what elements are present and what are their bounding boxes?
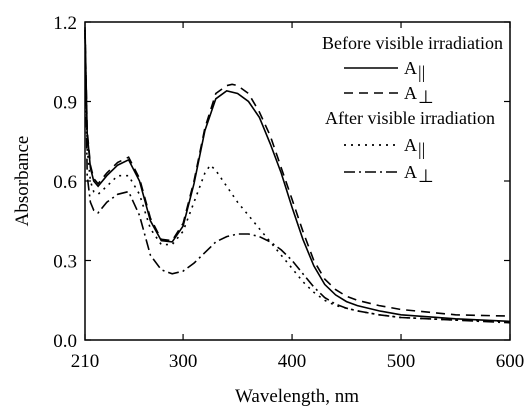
y-tick-label: 0.0 bbox=[53, 331, 77, 352]
legend-label-before-par: A|| bbox=[404, 58, 425, 82]
y-tick-label: 1.2 bbox=[53, 13, 77, 34]
plot-frame bbox=[84, 21, 511, 341]
x-tick-label: 500 bbox=[387, 351, 416, 372]
axis-tick-labels: 210 300 400 500 600 0.0 0.3 0.6 0.9 1.2 bbox=[53, 13, 524, 372]
legend-group-title-before: Before visible irradiation bbox=[322, 33, 503, 53]
x-tick-label: 400 bbox=[278, 351, 307, 372]
axis-ticks bbox=[84, 21, 511, 341]
legend-group-title-after: After visible irradiation bbox=[325, 108, 495, 128]
series-before-perpendicular bbox=[84, 29, 511, 317]
y-tick-label: 0.9 bbox=[53, 93, 77, 114]
y-tick-label: 0.3 bbox=[53, 252, 77, 273]
series-after-perpendicular bbox=[84, 32, 511, 324]
series-after-parallel bbox=[84, 29, 511, 323]
y-tick-label: 0.6 bbox=[53, 172, 77, 193]
x-tick-label: 600 bbox=[496, 351, 525, 372]
legend-label-after-par: A|| bbox=[404, 135, 425, 159]
series-lines bbox=[84, 27, 511, 324]
series-before-parallel bbox=[84, 27, 511, 323]
legend: Before visible irradiation A|| A⊥ After … bbox=[322, 33, 503, 186]
x-axis-title: Wavelength, nm bbox=[235, 386, 359, 407]
x-tick-label: 300 bbox=[169, 351, 198, 372]
x-tick-label: 210 bbox=[71, 351, 100, 372]
legend-label-before-perp: A⊥ bbox=[404, 83, 434, 107]
legend-label-after-perp: A⊥ bbox=[404, 162, 434, 186]
y-axis-title: Absorbance bbox=[12, 136, 33, 227]
